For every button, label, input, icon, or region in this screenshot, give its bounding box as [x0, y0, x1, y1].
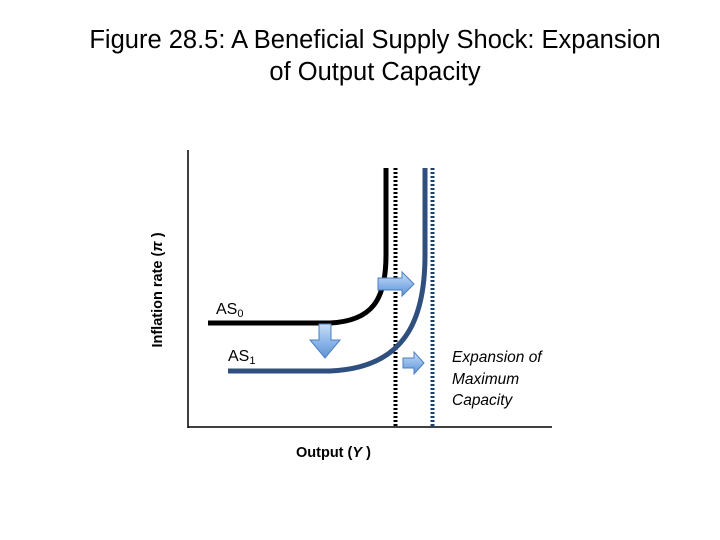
- figure-title: Figure 28.5: A Beneficial Supply Shock: …: [0, 24, 720, 88]
- x-axis-label: Output (Y ): [296, 445, 371, 461]
- annotation-line-3: Capacity: [452, 392, 513, 409]
- as1-curve: [228, 168, 428, 374]
- expansion-arrow-icon: [402, 350, 425, 376]
- title-line-1: Figure 28.5: A Beneficial Supply Shock: …: [89, 26, 661, 54]
- y-axis-label: Inflation rate (π ): [150, 232, 166, 348]
- shift-right-arrow-icon: [377, 270, 415, 298]
- annotation-line-1: Expansion of: [452, 349, 542, 366]
- as1-label: AS1: [228, 348, 256, 367]
- shift-down-arrow-icon: [308, 323, 342, 359]
- annotation-line-2: Maximum: [452, 370, 520, 388]
- as0-label: AS0: [216, 301, 244, 320]
- as0-curve: [208, 168, 389, 326]
- title-line-2: of Output Capacity: [269, 58, 481, 86]
- expansion-annotation: Expansion of Maximum Capacity: [452, 347, 572, 412]
